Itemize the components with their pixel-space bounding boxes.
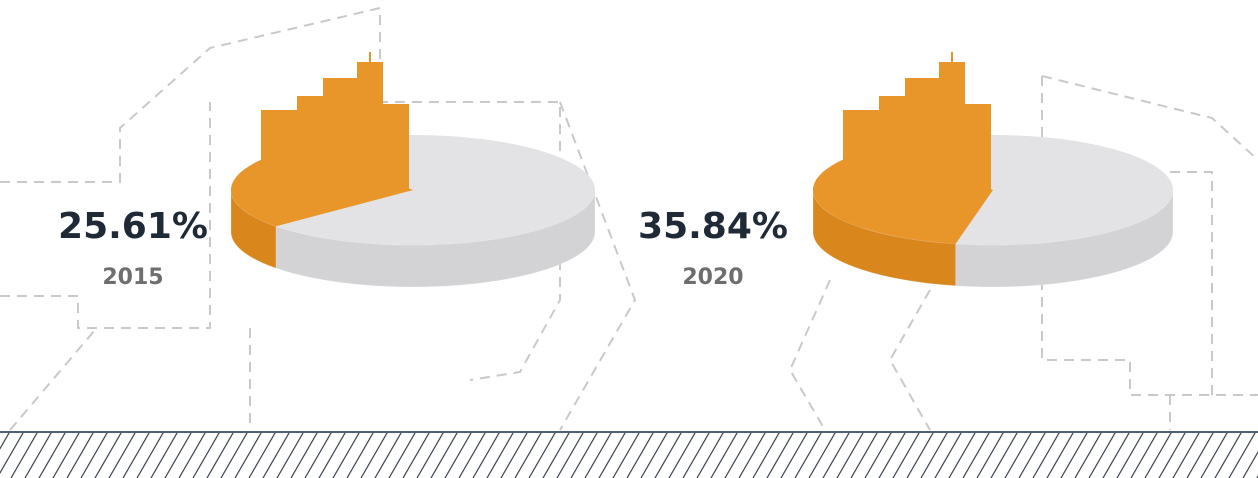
- building: [357, 62, 383, 190]
- slice: [230, 147, 413, 227]
- category-label: 2020: [682, 265, 743, 290]
- category-label: 2015: [102, 265, 163, 290]
- building: [965, 104, 991, 190]
- ground-hatch: [0, 433, 1258, 478]
- value-label: 25.61%: [58, 206, 208, 247]
- building: [939, 62, 965, 190]
- value-label: 35.84%: [638, 206, 788, 247]
- building: [383, 104, 409, 190]
- slice: [813, 147, 993, 244]
